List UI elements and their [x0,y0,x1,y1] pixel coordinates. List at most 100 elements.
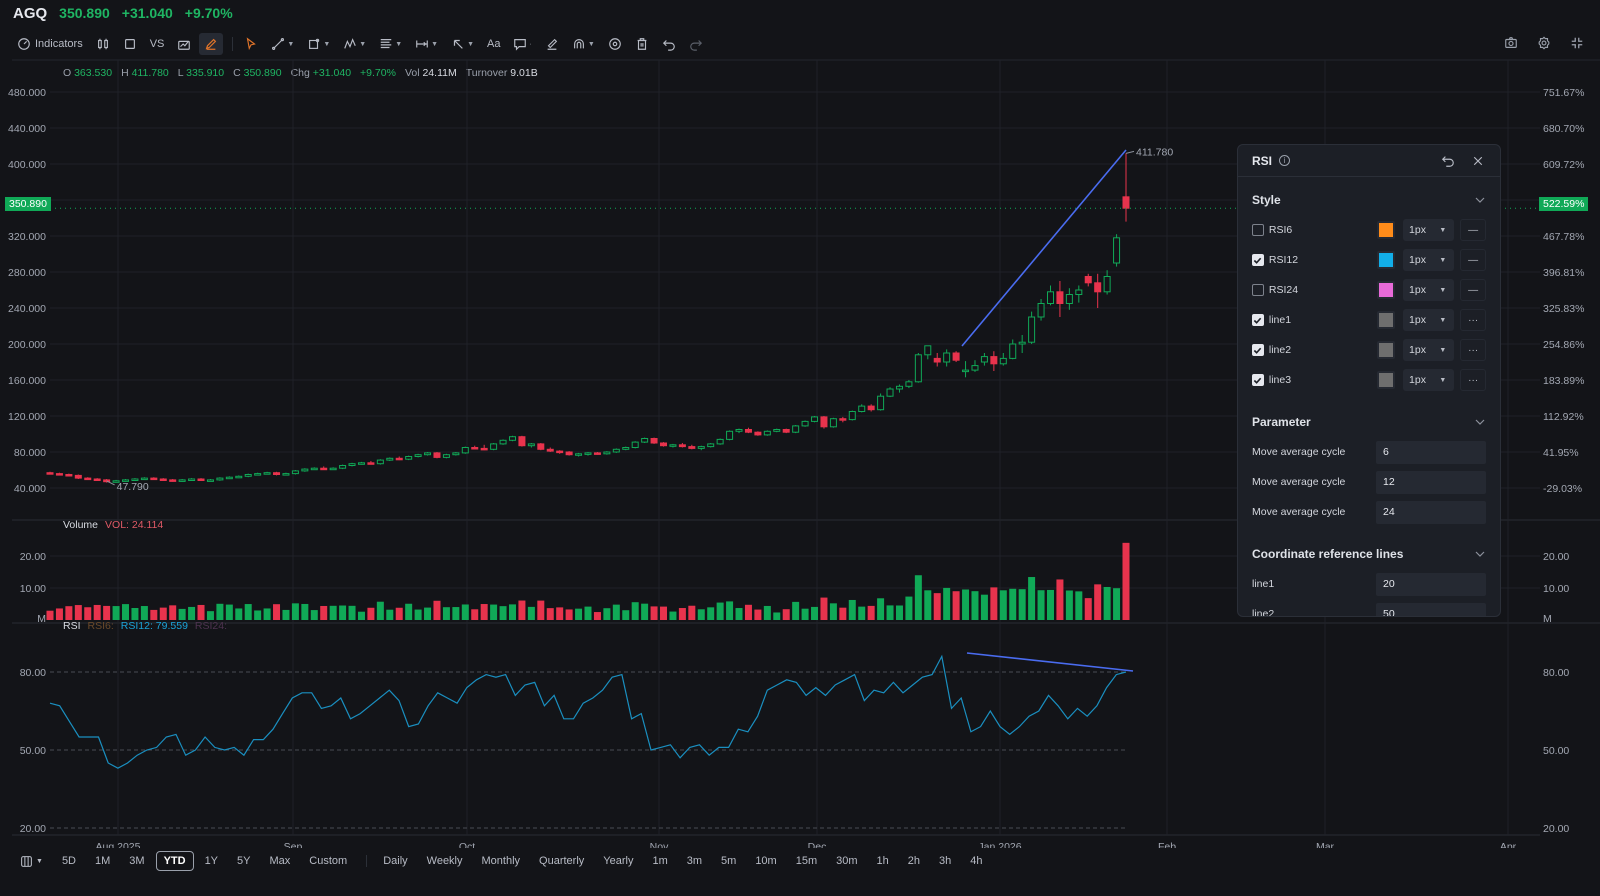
period-3m[interactable]: 3m [686,855,703,867]
period-weekly[interactable]: Weekly [426,855,463,867]
checkbox-rsi6[interactable] [1252,224,1264,236]
style-row-label: line1 [1268,314,1292,326]
rsi-y-label: 50.00 [20,745,46,757]
line-width-select[interactable]: 1px ▼ [1403,369,1455,391]
info-icon[interactable]: i [1279,155,1291,166]
dashed-line-style-button[interactable]: ··· [1460,339,1486,361]
rsi-trendline[interactable] [966,652,1134,672]
erase-drawings-button[interactable] [540,33,564,55]
x-tick-label: Sep [284,841,303,848]
period-yearly[interactable]: Yearly [603,855,634,867]
period-1m[interactable]: 1m [652,855,668,867]
range-5d[interactable]: 5D [61,855,76,867]
pattern-tool[interactable]: ▼ [338,33,371,55]
chart-template-button[interactable] [172,33,196,55]
ref-line-input[interactable] [1376,572,1486,596]
text-tool[interactable]: Aa [482,33,505,55]
color-swatch[interactable] [1377,281,1396,299]
compare-button[interactable]: VS [145,33,170,55]
period-15m[interactable]: 15m [795,855,818,867]
draw-mode-button[interactable] [199,33,224,55]
fullscreen-box-button[interactable] [118,33,142,55]
volume-bar [971,591,979,620]
color-swatch[interactable] [1377,371,1396,389]
range-5y[interactable]: 5Y [237,855,251,867]
ref-lines-section-header[interactable]: Coordinate reference lines [1238,539,1500,569]
range-ytd[interactable]: YTD [155,851,194,871]
high-label: H [121,67,129,79]
period-daily[interactable]: Daily [383,855,408,867]
line-width-select[interactable]: 1px ▼ [1403,219,1455,241]
ma-cycle-input[interactable] [1376,440,1486,464]
delete-button[interactable] [630,33,654,55]
color-swatch[interactable] [1377,251,1396,269]
volume-bar [999,590,1007,620]
solid-line-style-button[interactable]: — [1460,219,1486,241]
fullscreen-button[interactable] [1565,32,1589,54]
ref-line-input[interactable] [1376,602,1486,616]
candle [122,479,130,482]
dashed-line-style-button[interactable]: ··· [1460,369,1486,391]
magnet-tool[interactable]: ▼ [567,33,600,55]
period-monthly[interactable]: Monthly [481,855,521,867]
period-10m[interactable]: 10m [755,855,777,867]
redo-button[interactable] [684,33,708,55]
range-3m[interactable]: 3M [129,855,145,867]
line-width-select[interactable]: 1px ▼ [1403,309,1455,331]
period-1h[interactable]: 1h [876,855,889,867]
color-swatch[interactable] [1377,311,1396,329]
rsi-y-label-right: 80.00 [1543,667,1569,679]
dashed-line-style-button[interactable]: ··· [1460,309,1486,331]
checkbox-line1[interactable] [1252,314,1264,326]
open-value: 363.530 [74,67,113,79]
range-1y[interactable]: 1Y [204,855,219,867]
solid-line-style-button[interactable]: — [1460,249,1486,271]
layout-toggle-button[interactable]: ▼ [12,851,51,872]
settings-button[interactable] [1532,32,1556,54]
price-trendline[interactable] [961,149,1127,347]
parameter-section-header[interactable]: Parameter [1238,407,1500,437]
range-1m[interactable]: 1M [95,855,111,867]
measure-tool[interactable]: ▼ [410,33,443,55]
indicators-button[interactable]: Indicators [12,33,88,55]
range-max[interactable]: Max [269,855,291,867]
ma-cycle-input[interactable] [1376,500,1486,524]
range-custom[interactable]: Custom [309,855,348,867]
line-width-select[interactable]: 1px ▼ [1403,279,1455,301]
shape-tool[interactable]: ▼ [302,33,335,55]
reset-button[interactable] [1440,153,1456,169]
screenshot-button[interactable] [1499,32,1523,54]
ma-cycle-input[interactable] [1376,470,1486,494]
checkbox-line3[interactable] [1252,374,1264,386]
period-4h[interactable]: 4h [970,855,983,867]
undo-button[interactable] [657,33,681,55]
color-swatch[interactable] [1377,221,1396,239]
close-button[interactable] [1470,153,1486,169]
visibility-toggle[interactable] [603,33,627,55]
y-tick-label-left: 480.000 [8,87,46,99]
checkbox-line2[interactable] [1252,344,1264,356]
line-width-select[interactable]: 1px ▼ [1403,249,1455,271]
period-30m[interactable]: 30m [836,855,858,867]
solid-line-style-button[interactable]: — [1460,279,1486,301]
checkbox-rsi24[interactable] [1252,284,1264,296]
period-quarterly[interactable]: Quarterly [539,855,585,867]
style-row-rsi24: RSI24 1px ▼ — [1238,275,1500,305]
fibonacci-tool[interactable]: ▼ [374,33,407,55]
cursor-tool[interactable] [239,33,263,55]
color-swatch[interactable] [1377,341,1396,359]
comment-tool[interactable]: · [508,33,536,55]
arrow-tool[interactable]: ▼ [446,33,479,55]
period-3h[interactable]: 3h [939,855,952,867]
period-5m[interactable]: 5m [721,855,737,867]
checkbox-rsi12[interactable] [1252,254,1264,266]
high-info: H 411.780 [121,67,169,79]
volume-bar [518,600,526,620]
style-row-line2: line2 1px ▼ ··· [1238,335,1500,365]
candle-type-button[interactable] [91,33,115,55]
volume-bar [792,601,800,620]
style-section-header[interactable]: Style [1238,185,1500,215]
line-width-select[interactable]: 1px ▼ [1403,339,1455,361]
period-2h[interactable]: 2h [907,855,921,867]
trendline-tool[interactable]: ▼ [266,33,299,55]
